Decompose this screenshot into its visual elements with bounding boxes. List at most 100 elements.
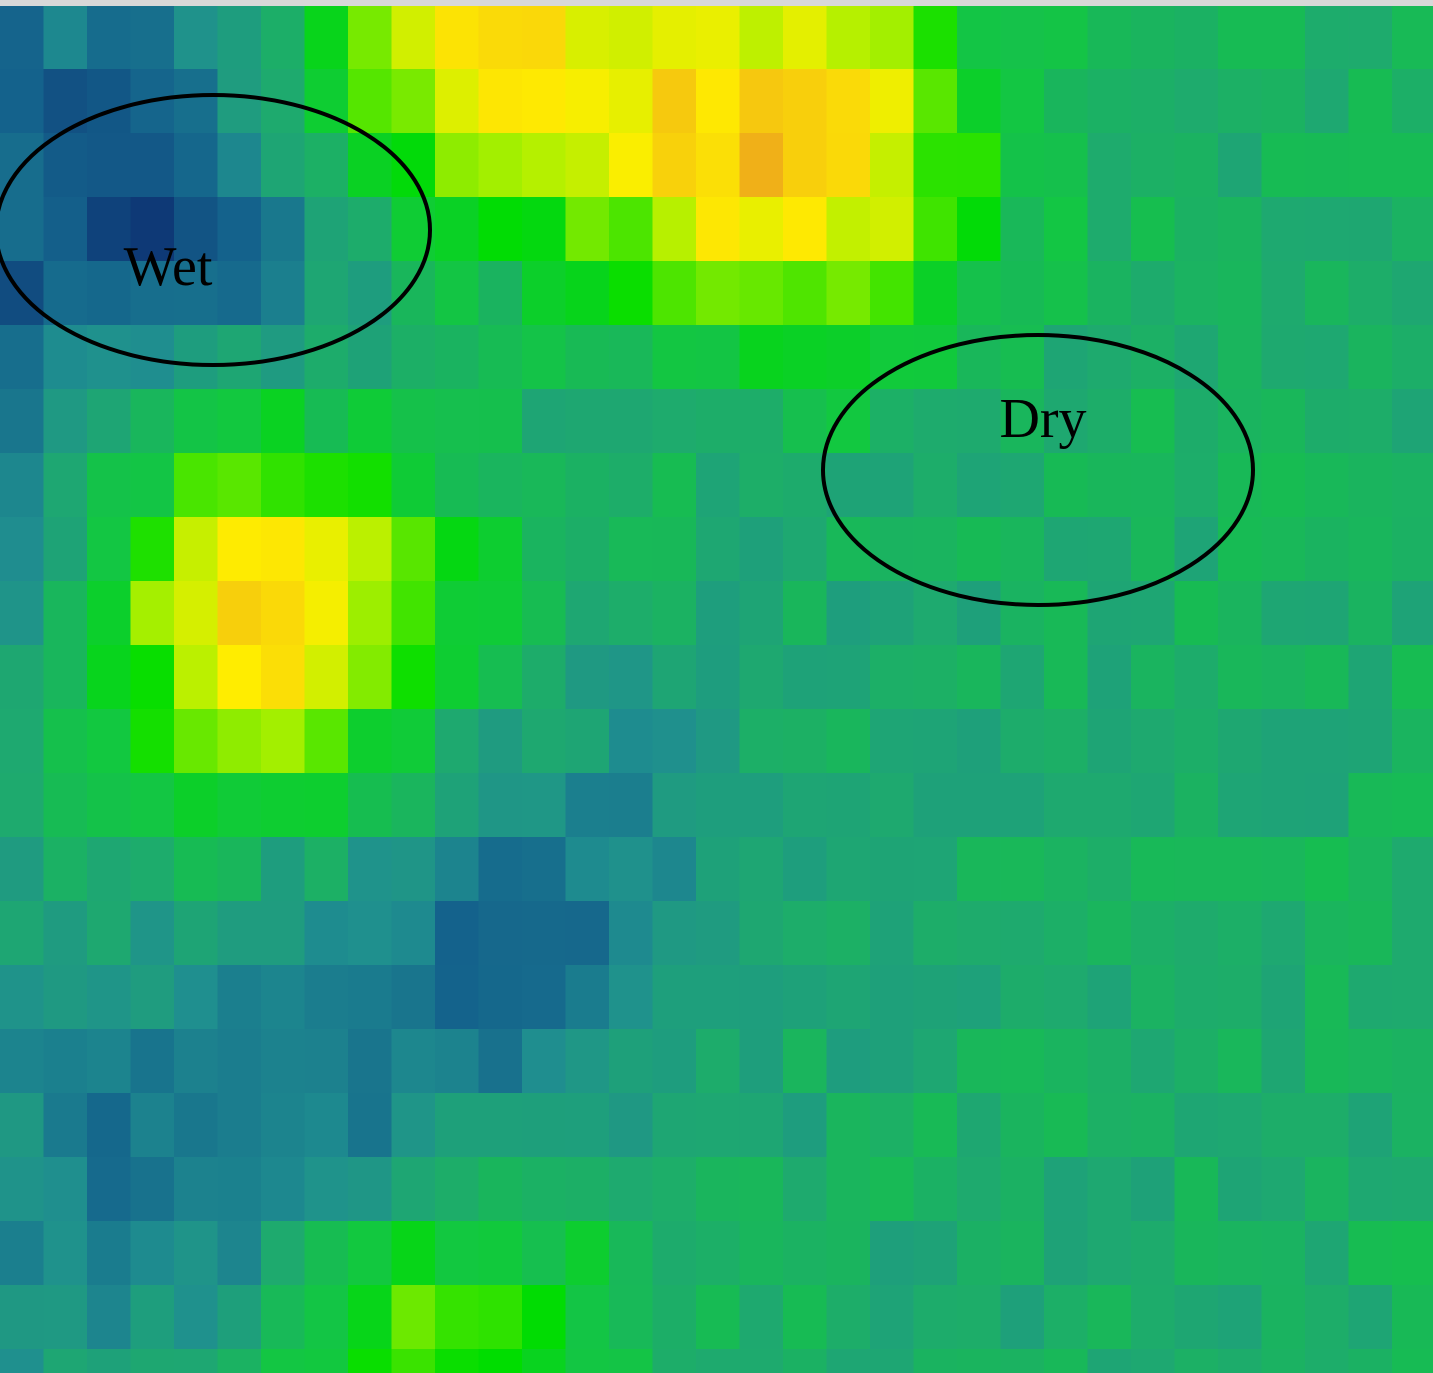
pixel — [0, 453, 44, 518]
pixel — [1044, 69, 1088, 134]
pixel — [522, 1029, 566, 1094]
pixel — [1218, 581, 1262, 646]
pixel — [1001, 901, 1045, 966]
pixel — [827, 965, 871, 1030]
pixel — [44, 1349, 88, 1373]
pixel — [1088, 197, 1132, 262]
pixel — [914, 133, 958, 198]
pixel — [44, 389, 88, 454]
pixel — [261, 261, 305, 326]
pixel — [914, 1285, 958, 1350]
pixel — [1088, 837, 1132, 902]
pixel — [1392, 901, 1433, 966]
pixel — [957, 837, 1001, 902]
pixel — [44, 453, 88, 518]
pixel — [783, 517, 827, 582]
pixel — [1131, 517, 1175, 582]
pixel — [522, 5, 566, 70]
pixel — [1349, 5, 1393, 70]
pixel — [392, 773, 436, 838]
pixel — [1392, 69, 1433, 134]
pixel — [1044, 1093, 1088, 1158]
pixel — [87, 453, 131, 518]
pixel — [740, 709, 784, 774]
pixel — [0, 389, 44, 454]
pixel — [566, 133, 610, 198]
pixel — [1001, 69, 1045, 134]
pixel — [44, 1221, 88, 1286]
pixel — [87, 389, 131, 454]
pixel — [1392, 1285, 1433, 1350]
pixel — [305, 901, 349, 966]
pixel — [609, 1029, 653, 1094]
pixel — [218, 1029, 262, 1094]
pixel — [87, 1093, 131, 1158]
pixel — [914, 5, 958, 70]
pixel — [1001, 1285, 1045, 1350]
pixel — [696, 1221, 740, 1286]
pixel — [783, 645, 827, 710]
pixel — [914, 197, 958, 262]
pixel — [870, 901, 914, 966]
pixel — [174, 965, 218, 1030]
pixel — [914, 1349, 958, 1373]
pixel — [392, 325, 436, 390]
pixel — [522, 581, 566, 646]
pixel — [783, 1157, 827, 1222]
pixel — [1044, 1349, 1088, 1373]
pixel — [1392, 1157, 1433, 1222]
pixel — [914, 901, 958, 966]
pixel — [44, 325, 88, 390]
pixel — [783, 1221, 827, 1286]
pixel — [1218, 133, 1262, 198]
pixel — [1044, 453, 1088, 518]
pixel — [87, 965, 131, 1030]
pixel — [522, 773, 566, 838]
pixel — [261, 5, 305, 70]
pixel — [653, 453, 697, 518]
pixel — [435, 69, 479, 134]
pixel — [870, 1221, 914, 1286]
pixel — [174, 581, 218, 646]
pixel — [1392, 1093, 1433, 1158]
pixel — [0, 1349, 44, 1373]
pixel — [435, 1157, 479, 1222]
pixel — [218, 517, 262, 582]
pixel — [914, 69, 958, 134]
pixel — [218, 901, 262, 966]
pixel — [1175, 389, 1219, 454]
pixel — [218, 1157, 262, 1222]
pixel — [1218, 645, 1262, 710]
pixel — [783, 5, 827, 70]
pixel — [740, 645, 784, 710]
pixel — [1262, 1157, 1306, 1222]
pixel — [479, 581, 523, 646]
pixel — [522, 1093, 566, 1158]
pixel — [479, 1349, 523, 1373]
pixel — [174, 1221, 218, 1286]
pixel — [392, 837, 436, 902]
pixel — [1131, 5, 1175, 70]
pixel — [44, 5, 88, 70]
pixel — [1305, 581, 1349, 646]
pixel — [1305, 645, 1349, 710]
pixel — [305, 1349, 349, 1373]
pixel — [131, 901, 175, 966]
pixel — [957, 1221, 1001, 1286]
pixel — [1001, 133, 1045, 198]
pixel — [914, 261, 958, 326]
pixel — [0, 1029, 44, 1094]
pixel — [1044, 1157, 1088, 1222]
pixel — [392, 1093, 436, 1158]
pixel — [870, 197, 914, 262]
pixel — [174, 517, 218, 582]
pixel — [348, 965, 392, 1030]
pixel — [392, 517, 436, 582]
pixel — [740, 773, 784, 838]
pixel — [392, 69, 436, 134]
pixel — [1349, 1349, 1393, 1373]
pixel — [696, 709, 740, 774]
pixel — [522, 837, 566, 902]
pixel — [870, 837, 914, 902]
pixel — [0, 1285, 44, 1350]
